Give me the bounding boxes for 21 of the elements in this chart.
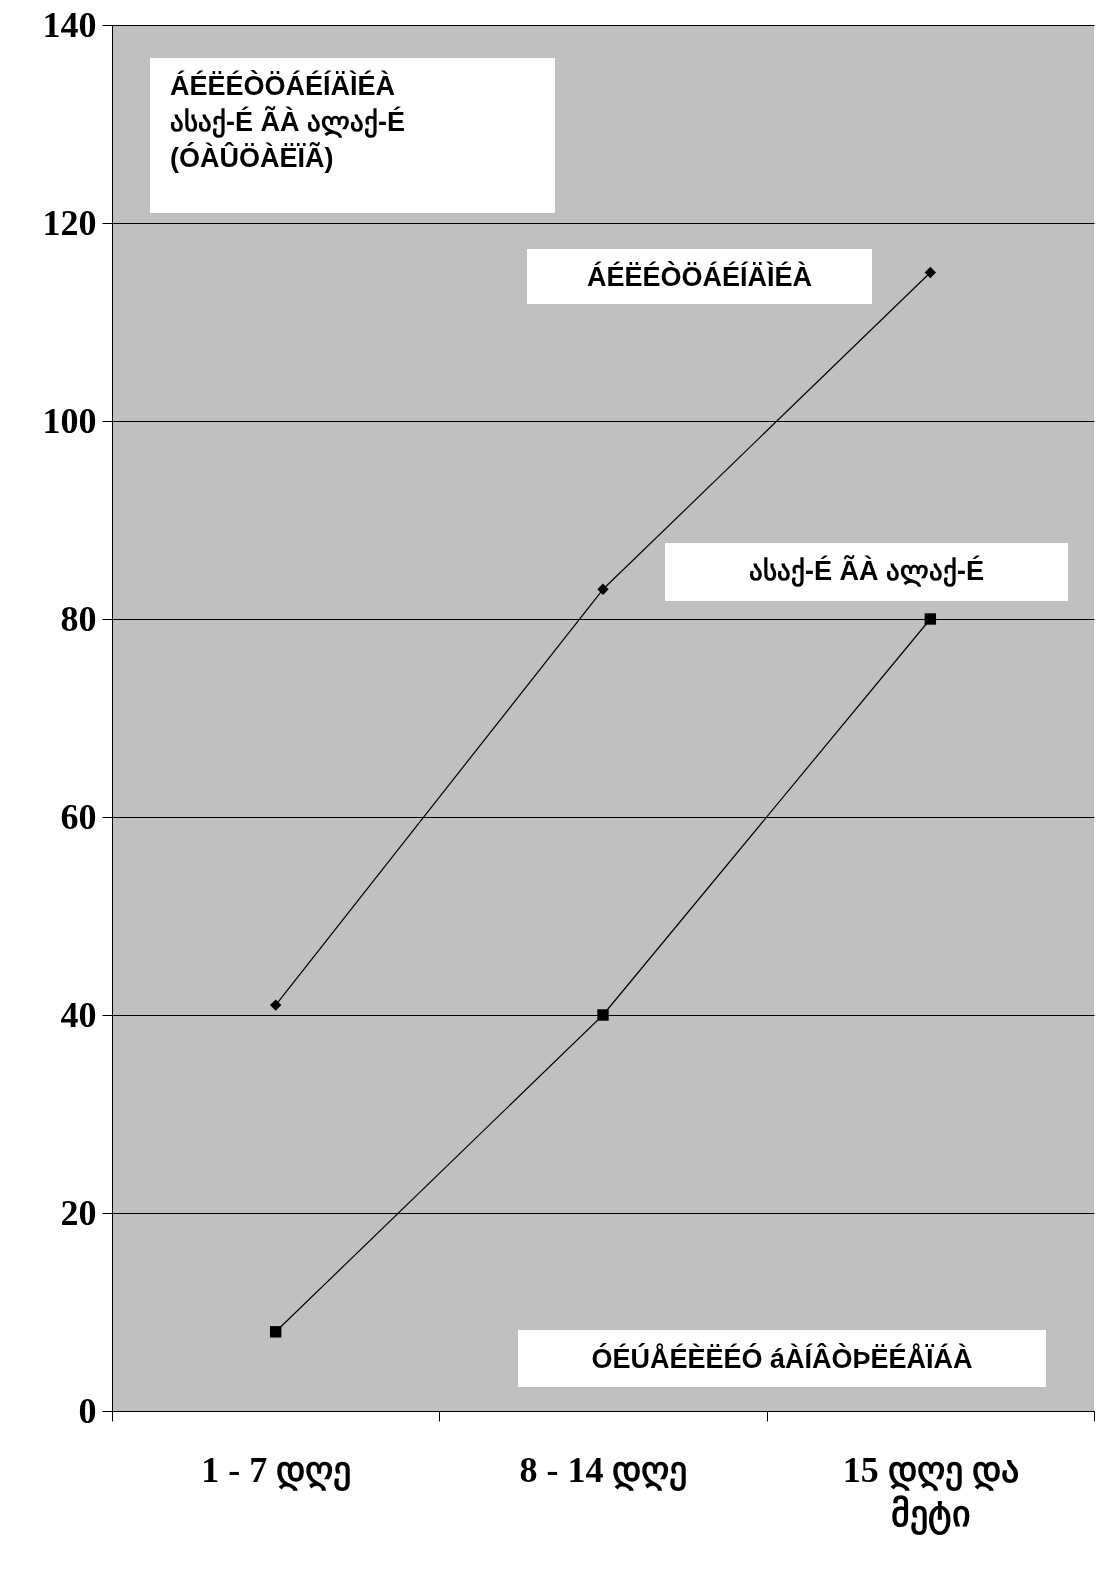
text-box: ÁÉËÉÒÖÁÉÍÄÌÉÀ ასაქ-É ÃÀ ალაქ-É (ÓÀÛÖÀËÏÃ) [150, 58, 555, 213]
text-box: ასაქ-É ÃÀ ალაქ-É [665, 543, 1068, 601]
point [924, 613, 937, 625]
text-box: ÓÉÚÅÉÈËÉÓ áÀÍÂÒÞËÉÅÏÁÀ [518, 1330, 1046, 1387]
text-box: ÁÉËÉÒÖÁÉÍÄÌÉÀ [527, 249, 872, 304]
y-tick-label: 140 [42, 4, 97, 45]
y-tick-label: 20 [60, 1192, 97, 1233]
point [269, 1326, 282, 1338]
point [269, 999, 282, 1011]
x-tick-label: 15 დღე და მეტი [842, 1449, 1019, 1536]
x-tick-label: 1 - 7 დღე [201, 1449, 352, 1492]
y-tick-label: 80 [60, 598, 97, 639]
point [924, 266, 937, 279]
point [597, 583, 609, 595]
point [597, 1009, 609, 1021]
y-tick-label: 100 [42, 400, 97, 441]
y-tick-label: 0 [78, 1390, 97, 1431]
y-tick-label: 40 [60, 994, 97, 1035]
y-tick-label: 120 [42, 202, 97, 243]
x-tick-label: 8 - 14 დღე [519, 1449, 688, 1492]
y-tick-label: 60 [60, 796, 97, 837]
